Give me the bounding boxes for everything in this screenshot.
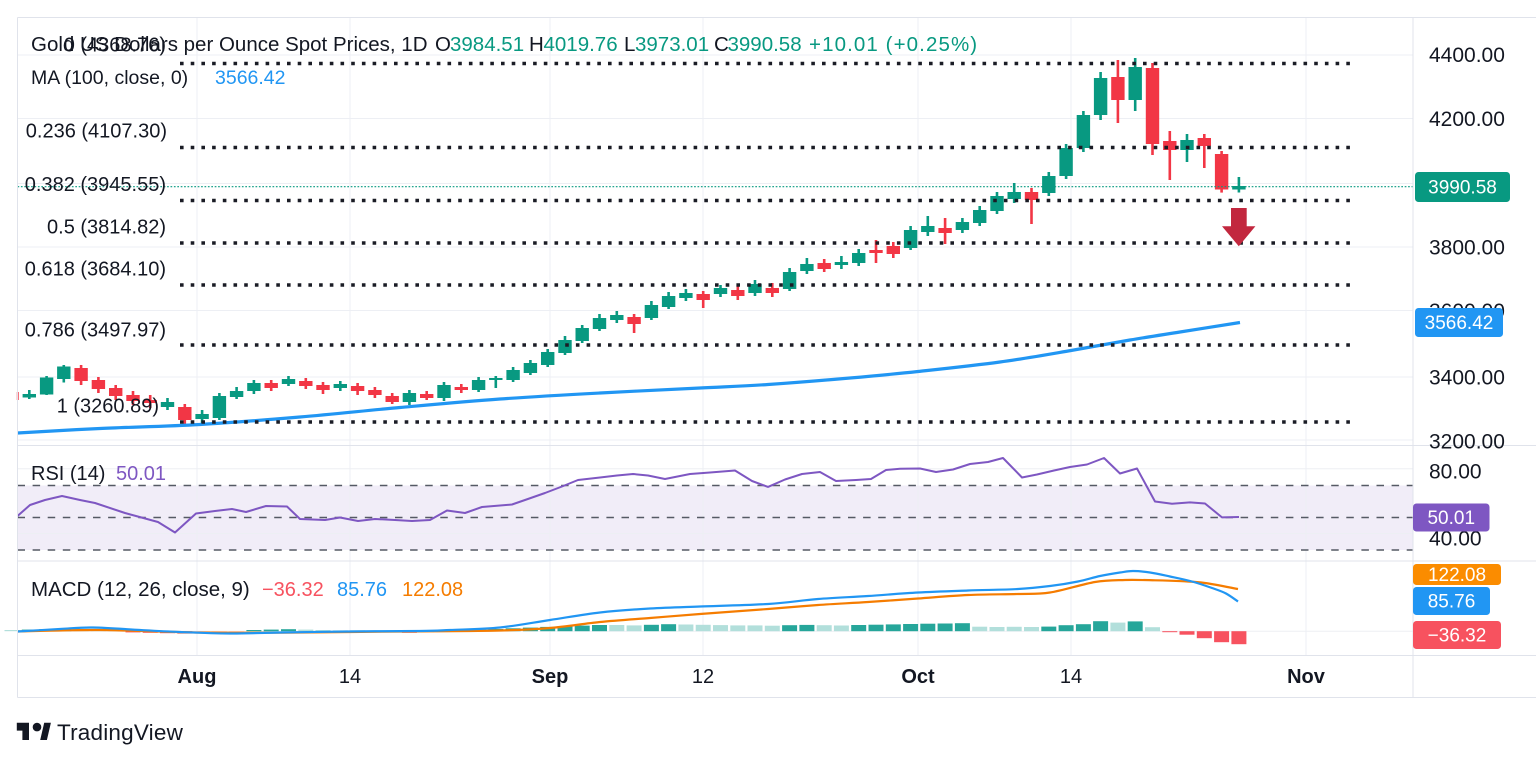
svg-text:14: 14 (339, 666, 361, 688)
svg-text:122.08: 122.08 (402, 579, 463, 601)
svg-text:3400.00: 3400.00 (1429, 367, 1505, 390)
svg-text:Sep: Sep (532, 666, 569, 688)
svg-text:3800.00: 3800.00 (1429, 237, 1505, 260)
svg-text:0.382 (3945.55): 0.382 (3945.55) (25, 174, 166, 196)
svg-text:0.5 (3814.82): 0.5 (3814.82) (47, 217, 166, 239)
svg-text:Nov: Nov (1287, 666, 1326, 688)
svg-text:0.786 (3497.97): 0.786 (3497.97) (25, 320, 166, 342)
svg-text:4019.76: 4019.76 (544, 33, 618, 56)
svg-text:4200.00: 4200.00 (1429, 108, 1505, 131)
svg-text:TradingView: TradingView (57, 720, 184, 745)
svg-text:RSI (14): RSI (14) (31, 463, 105, 485)
svg-text:14: 14 (1060, 666, 1082, 688)
svg-text:MACD (12, 26, close, 9): MACD (12, 26, close, 9) (31, 578, 250, 601)
svg-text:4400.00: 4400.00 (1429, 44, 1505, 67)
svg-text:Gold US Dollars per Ounce Spot: Gold US Dollars per Ounce Spot Prices, 1… (31, 33, 428, 56)
svg-text:3566.42: 3566.42 (1425, 313, 1494, 334)
svg-text:H: H (529, 33, 544, 56)
svg-text:3200.00: 3200.00 (1429, 431, 1505, 454)
svg-text:3973.01: 3973.01 (635, 33, 709, 56)
svg-text:3984.51: 3984.51 (450, 33, 524, 56)
svg-text:−36.32: −36.32 (262, 579, 324, 601)
svg-text:85.76: 85.76 (1428, 592, 1476, 613)
svg-text:1 (3260.89): 1 (3260.89) (57, 396, 159, 418)
svg-text:C: C (714, 33, 729, 56)
svg-text:0.236 (4107.30): 0.236 (4107.30) (26, 121, 167, 143)
svg-text:O: O (435, 33, 451, 56)
svg-text:−36.32: −36.32 (1428, 626, 1487, 647)
svg-text:3566.42: 3566.42 (215, 67, 286, 89)
svg-text:80.00: 80.00 (1429, 461, 1482, 484)
svg-text:12: 12 (692, 666, 714, 688)
svg-text:0 (4368.76): 0 (4368.76) (64, 35, 166, 57)
svg-text:3990.58: 3990.58 (1428, 178, 1497, 199)
svg-text:L: L (624, 33, 635, 56)
svg-text:50.01: 50.01 (116, 463, 166, 485)
svg-text:Aug: Aug (178, 666, 217, 688)
svg-text:0.618 (3684.10): 0.618 (3684.10) (25, 259, 166, 281)
svg-text:MA (100, close, 0): MA (100, close, 0) (31, 67, 188, 89)
svg-text:Oct: Oct (901, 666, 935, 688)
svg-text:+10.01 (+0.25%): +10.01 (+0.25%) (809, 33, 978, 56)
svg-text:3990.58: 3990.58 (728, 33, 802, 56)
svg-text:50.01: 50.01 (1427, 508, 1475, 529)
svg-text:40.00: 40.00 (1429, 528, 1482, 551)
svg-text:122.08: 122.08 (1428, 565, 1486, 586)
svg-text:85.76: 85.76 (337, 579, 387, 601)
